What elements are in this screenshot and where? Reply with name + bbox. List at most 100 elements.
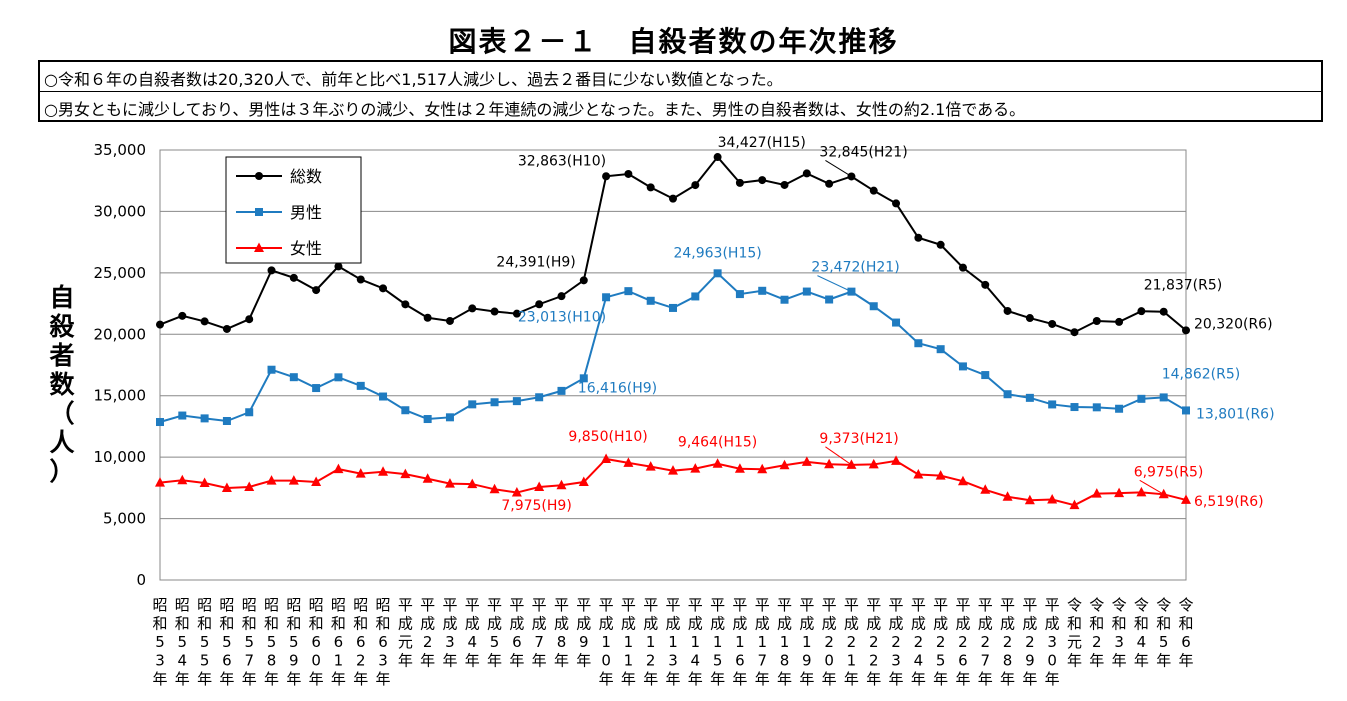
x-tick-label: 平成 3 年 <box>442 596 457 670</box>
x-tick-char: 7 <box>757 652 767 670</box>
x-tick-char: 年 <box>688 670 703 688</box>
x-tick-char: 3 <box>445 633 455 651</box>
x-tick-char: 6 <box>735 652 745 670</box>
x-tick-char: 平 <box>978 596 993 614</box>
data-point <box>825 179 834 188</box>
x-tick-char: 昭 <box>376 596 391 614</box>
data-point <box>735 178 744 187</box>
x-tick-char: 平 <box>532 596 547 614</box>
x-tick-char: 年 <box>710 670 725 688</box>
data-point <box>958 362 967 371</box>
y-tick-label: 0 <box>136 571 146 589</box>
x-tick-char: 1 <box>847 652 857 670</box>
data-point <box>266 475 277 485</box>
x-tick-char: 2 <box>1025 633 1035 651</box>
x-tick-char: 1 <box>713 633 723 651</box>
x-tick-char: 和 <box>152 615 167 633</box>
x-tick-label: 平成 1 9 年 <box>799 596 814 688</box>
x-tick-char: 昭 <box>242 596 257 614</box>
data-point <box>245 315 254 324</box>
annotation-leader <box>1139 479 1164 495</box>
data-point <box>713 269 722 278</box>
y-tick-label: 15,000 <box>94 387 147 405</box>
x-tick-char: 3 <box>378 652 388 670</box>
x-tick-char: 平 <box>554 596 569 614</box>
data-point <box>957 475 968 486</box>
series-total <box>156 153 1190 337</box>
x-tick-char: 2 <box>646 652 656 670</box>
x-tick-char: 成 <box>487 615 502 633</box>
x-tick-char: 1 <box>780 633 790 651</box>
data-point <box>624 169 633 178</box>
x-tick-char: 8 <box>267 652 277 670</box>
data-point <box>289 373 298 382</box>
x-tick-char: 2 <box>891 633 901 651</box>
data-point <box>824 458 835 469</box>
x-tick-char: 1 <box>646 633 656 651</box>
y-axis-label-char: 自 <box>49 283 75 312</box>
x-tick-char: 年 <box>1000 670 1015 688</box>
x-tick-char: 1 <box>735 633 745 651</box>
summary-note-2: ○男女ともに減少しており、男性は３年ぶりの減少、女性は２年連続の減少となった。ま… <box>44 100 1026 119</box>
legend-marker <box>255 208 263 216</box>
data-point <box>1047 494 1058 504</box>
x-tick-label: 平成 1 6 年 <box>732 596 747 688</box>
data-point <box>445 413 454 422</box>
x-tick-char: 5 <box>200 652 210 670</box>
x-tick-char: 年 <box>509 652 524 670</box>
y-tick-label: 35,000 <box>94 141 147 159</box>
x-tick-label: 令和 5 年 <box>1156 596 1171 670</box>
data-point <box>691 181 700 190</box>
x-tick-char: 昭 <box>197 596 212 614</box>
x-tick-char: 3 <box>1114 633 1124 651</box>
x-tick-char: 和 <box>1178 615 1193 633</box>
x-tick-label: 平成 7 年 <box>532 596 547 670</box>
x-tick-char: 成 <box>978 615 993 633</box>
x-tick-char: 年 <box>732 670 747 688</box>
x-tick-char: 年 <box>955 670 970 688</box>
x-tick-char: 年 <box>353 670 368 688</box>
x-tick-char: 年 <box>755 670 770 688</box>
data-point <box>735 290 744 299</box>
data-point <box>1048 400 1057 409</box>
x-tick-label: 平成 2 1 年 <box>844 596 859 688</box>
x-tick-char: 成 <box>420 615 435 633</box>
x-tick-char: 平 <box>688 596 703 614</box>
x-tick-char: 平 <box>955 596 970 614</box>
x-tick-char: 6 <box>512 633 522 651</box>
x-tick-label: 平成 1 0 年 <box>599 596 614 688</box>
x-tick-label: 平成 9 年 <box>576 596 591 670</box>
x-tick-char: 1 <box>802 633 812 651</box>
data-point <box>511 487 522 497</box>
data-point <box>669 303 677 312</box>
x-tick-char: 6 <box>356 633 366 651</box>
x-tick-label: 昭和 5 6 年 <box>219 596 234 688</box>
x-tick-char: 成 <box>822 615 837 633</box>
x-tick-label: 平成 2 3 年 <box>889 596 904 688</box>
data-point <box>601 453 612 463</box>
x-tick-label: 昭和 6 3 年 <box>376 596 391 688</box>
x-tick-char: 2 <box>914 633 924 651</box>
data-point <box>936 345 945 354</box>
data-point <box>222 416 231 425</box>
data-point <box>645 461 656 471</box>
data-point <box>1069 499 1080 510</box>
x-tick-char: 和 <box>175 615 190 633</box>
data-point <box>444 478 455 488</box>
x-tick-char: 2 <box>1003 633 1013 651</box>
x-tick-char: 6 <box>222 652 232 670</box>
x-tick-char: 和 <box>353 615 368 633</box>
x-tick-char: 4 <box>1137 633 1147 651</box>
data-point <box>245 408 254 417</box>
data-point <box>801 456 812 466</box>
x-tick-char: 平 <box>643 596 658 614</box>
data-point <box>512 309 521 318</box>
x-tick-char: 和 <box>286 615 301 633</box>
x-tick-char: 年 <box>866 670 881 688</box>
y-axis-label-char: （ <box>49 399 75 428</box>
x-tick-char: 昭 <box>264 596 279 614</box>
data-point <box>557 292 566 301</box>
data-point <box>646 296 655 305</box>
data-point <box>155 477 165 487</box>
x-tick-label: 昭和 5 4 年 <box>175 596 190 688</box>
